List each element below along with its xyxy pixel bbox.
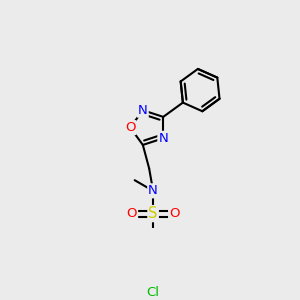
Text: N: N bbox=[148, 184, 158, 197]
Text: Cl: Cl bbox=[147, 286, 160, 299]
Text: N: N bbox=[158, 132, 168, 145]
Text: S: S bbox=[148, 206, 158, 221]
Text: O: O bbox=[127, 207, 137, 220]
Text: O: O bbox=[125, 121, 136, 134]
Text: O: O bbox=[169, 207, 180, 220]
Text: N: N bbox=[138, 104, 148, 117]
